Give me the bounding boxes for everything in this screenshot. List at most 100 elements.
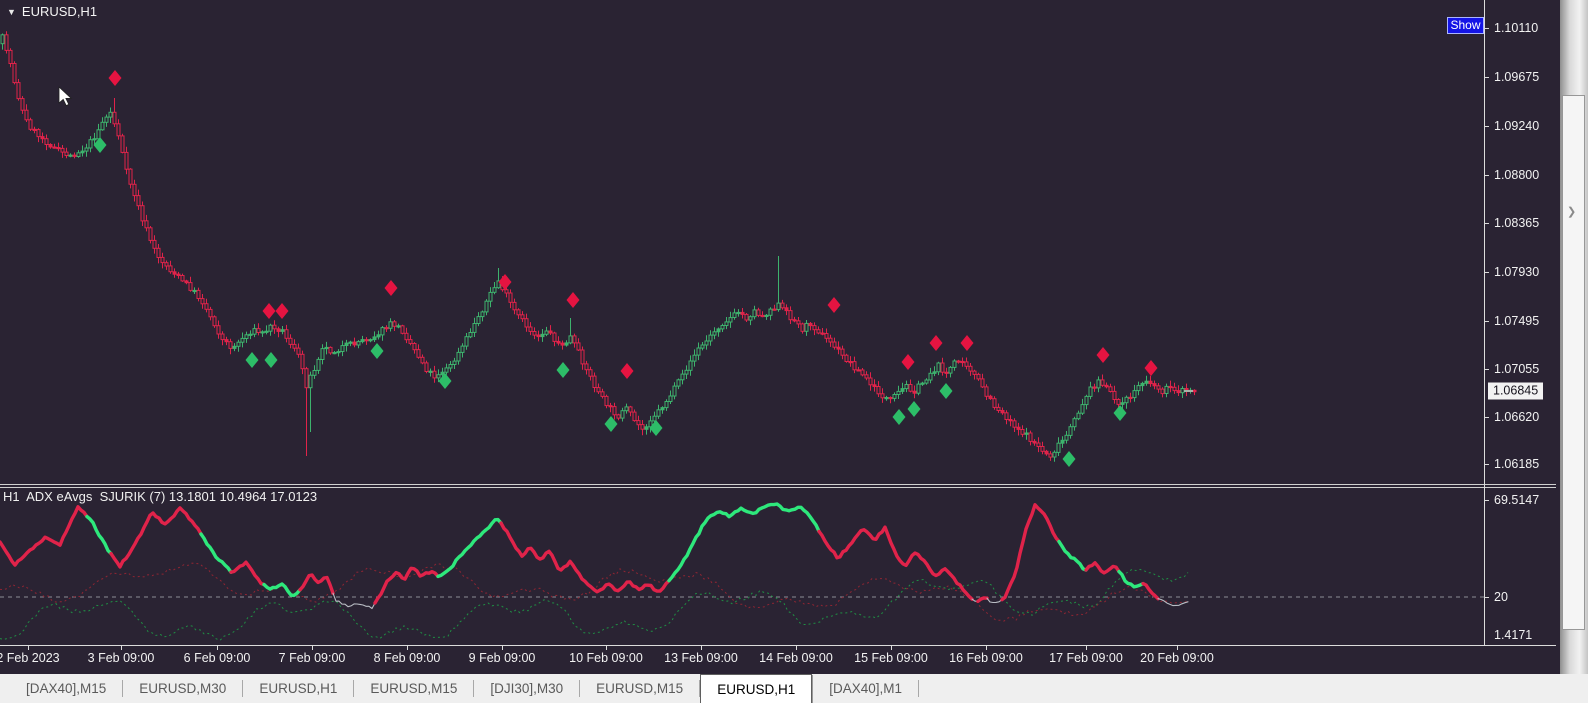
adx-main-line-segment bbox=[199, 532, 233, 574]
tab-eurusd-m15[interactable]: EURUSD,M15 bbox=[596, 681, 684, 696]
tab-eurusd-m15[interactable]: EURUSD,M15 bbox=[370, 681, 458, 696]
tab-separator bbox=[812, 680, 814, 697]
signal-diamond-buy bbox=[245, 352, 259, 368]
tab-eurusd-h1[interactable]: EURUSD,H1 bbox=[259, 681, 338, 696]
time-axis-label: 17 Feb 09:00 bbox=[1049, 651, 1123, 665]
price-tick bbox=[1485, 321, 1489, 322]
signal-diamond-buy bbox=[907, 401, 921, 417]
signal-diamond-buy bbox=[1113, 405, 1127, 421]
adx-main-line-segment bbox=[1000, 503, 1061, 602]
signal-diamond-sell bbox=[1144, 360, 1158, 376]
time-tick bbox=[217, 646, 218, 650]
price-axis-label: 1.10110 bbox=[1494, 21, 1539, 35]
signal-diamond-buy bbox=[264, 352, 278, 368]
indicator-separator-line-1[interactable] bbox=[0, 484, 1556, 485]
signal-diamond-buy bbox=[939, 383, 953, 399]
indicator-name-and-values: H1 ADX eAvgs SJURIK (7) 13.1801 10.4964 … bbox=[3, 489, 318, 504]
signal-diamond-sell bbox=[384, 280, 398, 296]
time-tick bbox=[28, 646, 29, 650]
time-axis-label: 10 Feb 09:00 bbox=[569, 651, 643, 665]
time-axis-label: 7 Feb 09:00 bbox=[278, 651, 346, 665]
signal-diamond-buy bbox=[892, 409, 906, 425]
scrollbar-thumb[interactable] bbox=[1562, 95, 1585, 630]
signal-diamond-buy bbox=[556, 362, 570, 378]
chart-symbol-title: ▼ EURUSD,H1 bbox=[7, 4, 97, 19]
signal-diamond-buy bbox=[370, 343, 384, 359]
adx-main-line-segment bbox=[1157, 598, 1189, 607]
time-axis-label: 2 Feb 2023 bbox=[0, 651, 60, 665]
tab-separator bbox=[242, 680, 244, 697]
time-axis-label: 13 Feb 09:00 bbox=[664, 651, 738, 665]
price-axis-label: 1.08365 bbox=[1494, 216, 1540, 230]
price-tick bbox=[1485, 369, 1489, 370]
di-minus-line bbox=[0, 562, 1189, 622]
candles-layer bbox=[0, 31, 1197, 462]
signal-diamond-sell bbox=[498, 274, 512, 290]
signal-diamond-sell bbox=[108, 70, 122, 86]
tab-eurusd-h1[interactable]: EURUSD,H1 bbox=[700, 674, 813, 703]
adx-main-line-segment bbox=[1117, 569, 1145, 589]
time-tick bbox=[407, 646, 408, 650]
time-tick bbox=[121, 646, 122, 650]
price-tick bbox=[1485, 126, 1489, 127]
adx-main-line-segment bbox=[1141, 581, 1160, 601]
price-tick bbox=[1485, 223, 1489, 224]
time-axis-label: 15 Feb 09:00 bbox=[854, 651, 928, 665]
price-axis-label: 1.06185 bbox=[1494, 457, 1540, 471]
show-button[interactable]: Show bbox=[1447, 17, 1484, 34]
adx-main-line-segment bbox=[499, 521, 671, 594]
chevron-right-icon[interactable]: ❯ bbox=[1567, 206, 1577, 218]
vertical-scrollbar[interactable]: ❯ bbox=[1560, 0, 1588, 674]
time-axis-label: 16 Feb 09:00 bbox=[949, 651, 1023, 665]
tab-separator bbox=[353, 680, 355, 697]
price-axis-label: 1.09675 bbox=[1494, 70, 1540, 84]
price-axis-border bbox=[1484, 0, 1485, 645]
time-axis-label: 3 Feb 09:00 bbox=[87, 651, 155, 665]
adx-main-line-segment bbox=[85, 514, 113, 556]
time-axis-label: 8 Feb 09:00 bbox=[373, 651, 441, 665]
price-tick bbox=[1485, 417, 1489, 418]
time-tick bbox=[796, 646, 797, 650]
tab-eurusd-m30[interactable]: EURUSD,M30 bbox=[139, 681, 227, 696]
tab-separator bbox=[473, 680, 475, 697]
adx-main-line-segment bbox=[298, 573, 335, 595]
tab-dji30-m30[interactable]: [DJI30],M30 bbox=[490, 681, 564, 696]
indicator-separator-line-2 bbox=[0, 487, 1556, 488]
signal-diamond-buy bbox=[604, 416, 618, 432]
chart-canvas[interactable] bbox=[0, 0, 1484, 645]
time-axis[interactable]: 2 Feb 2023 3 Feb 09:00 6 Feb 09:00 7 Feb 09… bbox=[0, 646, 1588, 674]
price-axis-label: 1.06620 bbox=[1494, 410, 1540, 424]
tab-separator bbox=[917, 680, 919, 697]
signal-diamond-buy bbox=[649, 420, 663, 436]
time-axis-label: 9 Feb 09:00 bbox=[468, 651, 536, 665]
time-tick bbox=[701, 646, 702, 650]
price-tick bbox=[1485, 28, 1489, 29]
price-axis-label: 1.09240 bbox=[1494, 119, 1540, 133]
signal-diamond-sell bbox=[1096, 347, 1110, 363]
time-tick bbox=[1177, 646, 1178, 650]
adx-main-line-segment bbox=[0, 505, 89, 567]
time-tick bbox=[312, 646, 313, 650]
tab-dax40-m1[interactable]: [DAX40],M1 bbox=[829, 681, 902, 696]
time-axis-border bbox=[0, 645, 1556, 646]
adx-main-line-segment bbox=[817, 525, 974, 601]
tab-dax40-m15[interactable]: [DAX40],M15 bbox=[26, 681, 107, 696]
signal-diamond-sell bbox=[275, 303, 289, 319]
price-axis[interactable]: 1.10110 1.09675 1.09240 1.08800 1.08365 1.079… bbox=[1485, 0, 1560, 645]
adx-main-line-segment bbox=[332, 592, 376, 610]
time-axis-label: 14 Feb 09:00 bbox=[759, 651, 833, 665]
adx-main-line-segment bbox=[436, 517, 503, 579]
chart-dropdown-arrow-icon[interactable]: ▼ bbox=[7, 6, 16, 17]
price-axis-label: 1.08800 bbox=[1494, 168, 1540, 182]
adx-main-line-segment bbox=[229, 560, 266, 587]
price-tick bbox=[1485, 597, 1489, 598]
time-tick bbox=[986, 646, 987, 650]
time-tick bbox=[891, 646, 892, 650]
signal-diamond-sell bbox=[620, 363, 634, 379]
signal-diamond-sell bbox=[929, 335, 943, 351]
signal-diamond-sell bbox=[566, 292, 580, 308]
signal-diamond-sell bbox=[901, 354, 915, 370]
price-tick bbox=[1485, 500, 1489, 501]
chart-title-text: EURUSD,H1 bbox=[21, 4, 98, 19]
signal-diamond-sell bbox=[262, 303, 276, 319]
